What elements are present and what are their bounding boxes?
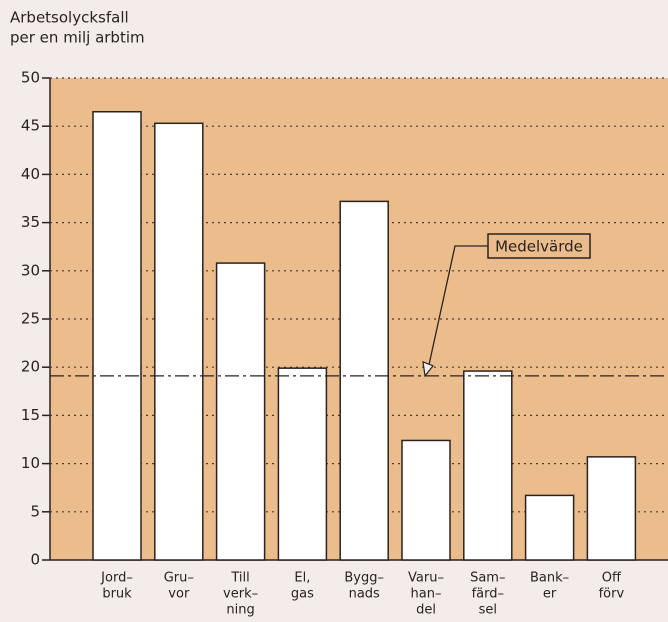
x-tick-label: er — [543, 587, 557, 602]
bar — [463, 370, 513, 561]
x-tick-label: Gru– — [164, 571, 194, 586]
y-tick-label: 50 — [21, 69, 40, 87]
x-tick-label: nads — [349, 587, 380, 602]
y-tick-label: 25 — [21, 310, 40, 328]
x-tick-label: Sam– — [470, 571, 505, 586]
annotation-text: Medelvärde — [495, 238, 583, 256]
x-tick-label: förv — [599, 587, 625, 602]
bar — [215, 262, 266, 561]
x-tick-label: Bank– — [530, 571, 569, 586]
x-tick-label: El, — [294, 571, 310, 586]
y-tick-label: 35 — [21, 213, 40, 231]
x-tick-label: sel — [479, 603, 497, 618]
x-tick-label: han– — [411, 587, 442, 602]
x-tick-label: Bygg– — [344, 571, 384, 586]
bar — [92, 110, 142, 561]
y-tick-label: 5 — [30, 502, 40, 520]
y-tick-label: 40 — [21, 165, 40, 183]
bar — [586, 456, 637, 561]
x-tick-label: del — [416, 603, 436, 618]
x-tick-label: gas — [291, 587, 314, 602]
x-tick-label: verk– — [223, 587, 258, 602]
y-tick-label: 45 — [21, 117, 40, 135]
bar — [277, 367, 328, 561]
y-tick-label: 0 — [30, 551, 40, 569]
x-tick-label: Jord– — [100, 571, 133, 586]
y-axis-label: Arbetsolycksfall — [10, 9, 129, 27]
x-tick-label: vor — [168, 587, 190, 602]
x-tick-label: bruk — [102, 587, 132, 602]
y-tick-label: 15 — [21, 406, 40, 424]
x-tick-label: Till — [230, 571, 249, 586]
bar — [339, 200, 389, 561]
x-tick-label: Off — [602, 571, 622, 586]
x-tick-label: ning — [226, 603, 254, 618]
arrow-head — [422, 360, 434, 378]
y-tick-label: 10 — [21, 454, 40, 472]
x-tick-label: Varu– — [408, 571, 444, 586]
x-tick-label: färd– — [472, 587, 504, 602]
bar — [524, 494, 575, 561]
y-axis-label: per en milj arbtim — [10, 29, 145, 47]
bar — [154, 122, 204, 561]
annotation-arrow — [426, 245, 488, 375]
bar — [401, 439, 451, 561]
y-tick-label: 30 — [21, 261, 40, 279]
y-tick-label: 20 — [21, 358, 40, 376]
